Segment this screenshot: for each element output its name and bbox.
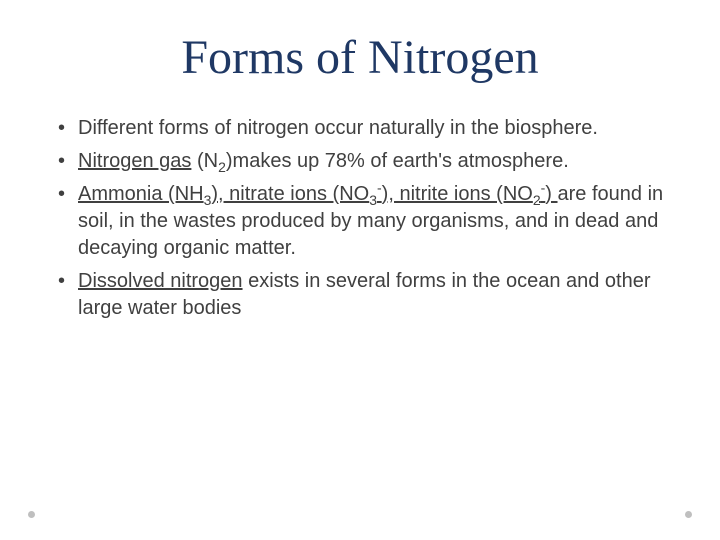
list-item: Nitrogen gas (N2)makes up 78% of earth's… bbox=[50, 148, 670, 175]
decorative-dot-icon bbox=[685, 511, 692, 518]
slide-title: Forms of Nitrogen bbox=[50, 30, 670, 85]
decorative-dot-icon bbox=[28, 511, 35, 518]
list-item: Ammonia (NH3), nitrate ions (NO3-), nitr… bbox=[50, 181, 670, 262]
list-item: Different forms of nitrogen occur natura… bbox=[50, 115, 670, 142]
slide: Forms of Nitrogen Different forms of nit… bbox=[0, 0, 720, 540]
list-item: Dissolved nitrogen exists in several for… bbox=[50, 268, 670, 322]
bullet-list: Different forms of nitrogen occur natura… bbox=[50, 115, 670, 322]
